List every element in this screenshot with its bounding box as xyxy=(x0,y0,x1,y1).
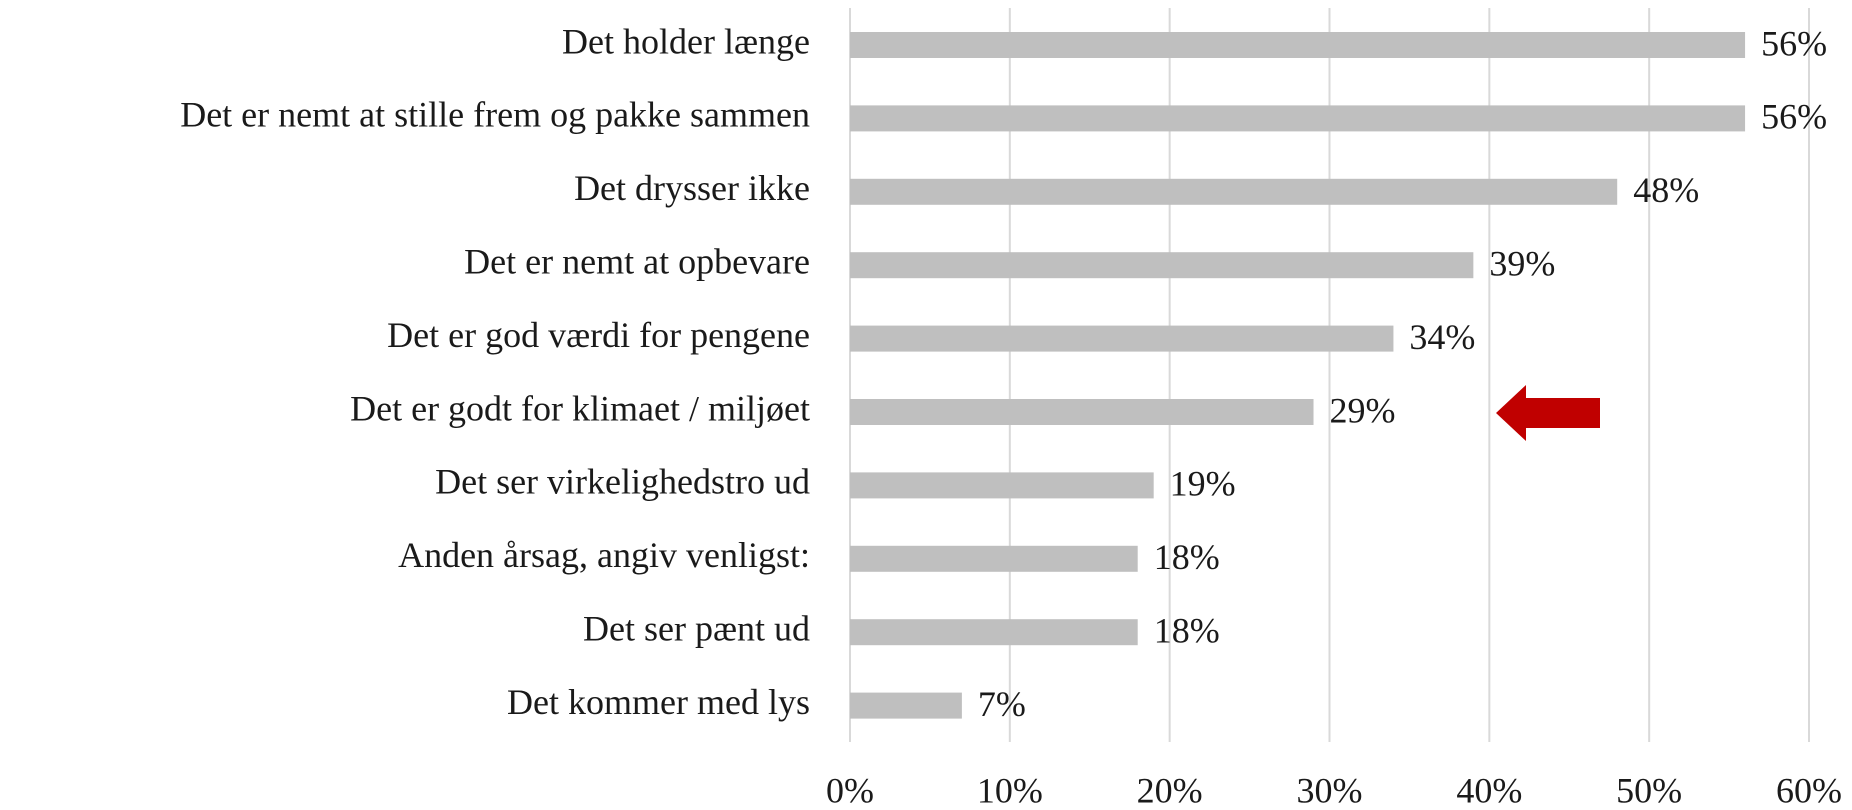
bar xyxy=(850,325,1394,352)
value-label: 56% xyxy=(1761,97,1827,137)
value-label: 18% xyxy=(1154,610,1220,650)
value-label: 7% xyxy=(978,684,1026,724)
category-label: Det ser pænt ud xyxy=(583,608,810,648)
bar xyxy=(850,32,1746,58)
bar xyxy=(850,692,962,719)
x-tick-label: 10% xyxy=(977,770,1043,810)
category-label: Det er nemt at stille frem og pakke samm… xyxy=(180,95,810,135)
category-label: Det ser virkelighedstro ud xyxy=(435,462,810,502)
x-tick-label: 60% xyxy=(1776,770,1842,810)
bar xyxy=(850,619,1138,646)
category-label: Anden årsag, angiv venligst: xyxy=(398,535,810,575)
x-tick-label: 40% xyxy=(1456,770,1522,810)
x-tick-label: 20% xyxy=(1137,770,1203,810)
x-tick-label: 0% xyxy=(826,770,874,810)
highlight-arrow xyxy=(1496,385,1600,441)
category-label: Det er nemt at opbevare xyxy=(464,241,810,281)
bar xyxy=(850,105,1746,132)
value-label: 48% xyxy=(1633,170,1699,210)
bar xyxy=(850,545,1138,572)
x-tick-label: 50% xyxy=(1616,770,1682,810)
bar xyxy=(850,178,1618,205)
category-label: Det holder længe xyxy=(562,21,810,61)
value-label: 56% xyxy=(1761,23,1827,63)
value-label: 18% xyxy=(1154,537,1220,577)
category-label: Det drysser ikke xyxy=(574,168,810,208)
x-tick-label: 30% xyxy=(1297,770,1363,810)
value-label: 39% xyxy=(1489,243,1555,283)
bar xyxy=(850,252,1474,279)
category-label: Det er godt for klimaet / miljøet xyxy=(350,388,810,428)
value-label: 29% xyxy=(1330,390,1396,430)
bar xyxy=(850,472,1154,499)
category-label: Det er god værdi for pengene xyxy=(387,315,810,355)
value-label: 34% xyxy=(1409,317,1475,357)
bar xyxy=(850,399,1314,425)
category-label: Det kommer med lys xyxy=(507,682,810,722)
value-label: 19% xyxy=(1170,464,1236,504)
